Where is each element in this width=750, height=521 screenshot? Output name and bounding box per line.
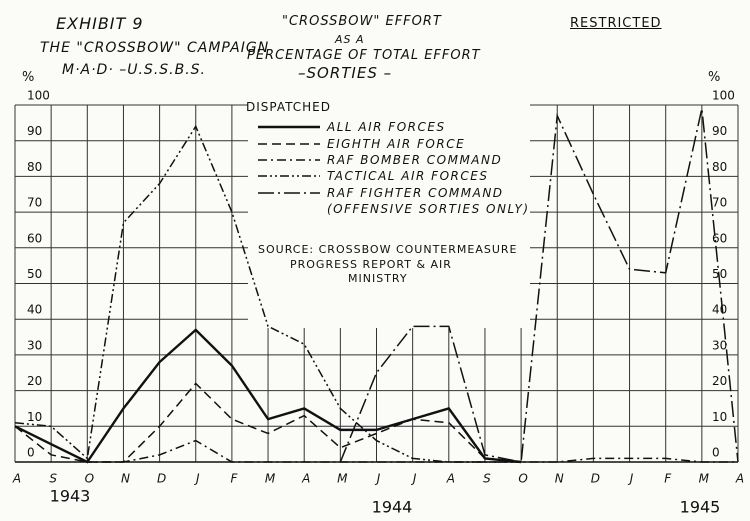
legend-label: RAF FIGHTER COMMAND (OFFENSIVE SORTIES O… bbox=[327, 186, 530, 216]
x-tick-label: M bbox=[699, 472, 710, 486]
restricted: RESTRICTED bbox=[570, 16, 662, 31]
y-tick-label: 80 bbox=[712, 160, 727, 174]
title-line2: AS A bbox=[335, 33, 365, 46]
y-tick-label: 100 bbox=[27, 89, 50, 103]
x-tick-label: A bbox=[12, 472, 21, 486]
y-tick-label: 70 bbox=[712, 196, 727, 210]
x-tick-label: M bbox=[265, 472, 276, 486]
series-line bbox=[14, 328, 522, 464]
x-tick-label: J bbox=[628, 472, 634, 486]
x-tick-label: A bbox=[446, 472, 455, 486]
x-tick-label: N bbox=[555, 472, 564, 486]
legend-label: RAF BOMBER COMMAND bbox=[327, 153, 503, 167]
x-tick-label: D bbox=[591, 472, 600, 486]
y-tick-label: 20 bbox=[712, 374, 727, 388]
y-tick-label: 20 bbox=[27, 374, 42, 388]
y-tick-label: 50 bbox=[27, 267, 42, 281]
y-tick-label: 100 bbox=[712, 89, 735, 103]
y-tick-label: 30 bbox=[27, 338, 42, 352]
legend-label: EIGHTH AIR FORCE bbox=[327, 137, 466, 151]
y-tick-label: 0 bbox=[712, 446, 720, 460]
subtitle: PERCENTAGE OF TOTAL EFFORT bbox=[247, 48, 481, 63]
year-label: 1944 bbox=[372, 498, 413, 517]
series-line bbox=[14, 124, 522, 463]
legend-label: ALL AIR FORCES bbox=[327, 120, 446, 134]
x-tick-label: O bbox=[85, 472, 94, 486]
y-tick-label: 30 bbox=[712, 338, 727, 352]
campaign: THE "CROSSBOW" CAMPAIGN bbox=[40, 40, 270, 56]
source-note: PROGRESS REPORT & AIR bbox=[290, 258, 452, 271]
x-tick-label: D bbox=[157, 472, 166, 486]
y-tick-label: 40 bbox=[27, 303, 42, 317]
y-unit: % bbox=[22, 70, 36, 85]
series-line bbox=[14, 382, 522, 463]
x-tick-label: J bbox=[375, 472, 381, 486]
y-tick-label: 50 bbox=[712, 267, 727, 281]
series-line bbox=[339, 108, 739, 463]
x-tick-label: F bbox=[230, 472, 238, 486]
source-note: SOURCE: CROSSBOW COUNTERMEASURE bbox=[258, 243, 518, 256]
y-tick-label: 60 bbox=[27, 231, 42, 245]
y-tick-label: 90 bbox=[27, 124, 42, 138]
legend-title: DISPATCHED bbox=[246, 100, 331, 114]
x-tick-label: S bbox=[49, 472, 57, 486]
x-tick-label: J bbox=[411, 472, 417, 486]
x-tick-label: A bbox=[301, 472, 310, 486]
y-tick-label: 10 bbox=[27, 410, 42, 424]
x-tick-label: N bbox=[121, 472, 130, 486]
year-label: 1943 bbox=[50, 487, 91, 506]
legend-background bbox=[248, 96, 530, 328]
exhibit: EXHIBIT 9 bbox=[56, 14, 144, 33]
x-tick-label: M bbox=[337, 472, 348, 486]
legend-label: TACTICAL AIR FORCES bbox=[327, 169, 489, 183]
x-tick-label: O bbox=[518, 472, 527, 486]
y-tick-label: 70 bbox=[27, 196, 42, 210]
y-tick-label: 10 bbox=[712, 410, 727, 424]
y-tick-label: 90 bbox=[712, 124, 727, 138]
title: "CROSSBOW" EFFORT bbox=[282, 14, 442, 29]
x-tick-label: F bbox=[664, 472, 672, 486]
source-note: MINISTRY bbox=[348, 272, 408, 285]
subtitle2: –SORTIES – bbox=[298, 64, 393, 82]
y-tick-label: 0 bbox=[27, 446, 35, 460]
y-tick-label: 40 bbox=[712, 303, 727, 317]
x-tick-label: A bbox=[735, 472, 744, 486]
y-tick-label: 80 bbox=[27, 160, 42, 174]
year-label: 1945 bbox=[680, 498, 721, 517]
x-tick-label: S bbox=[483, 472, 491, 486]
x-tick-label: J bbox=[194, 472, 200, 486]
y-unit: % bbox=[708, 70, 722, 85]
source-org: M·A·D· –U.S.S.B.S. bbox=[62, 62, 206, 78]
